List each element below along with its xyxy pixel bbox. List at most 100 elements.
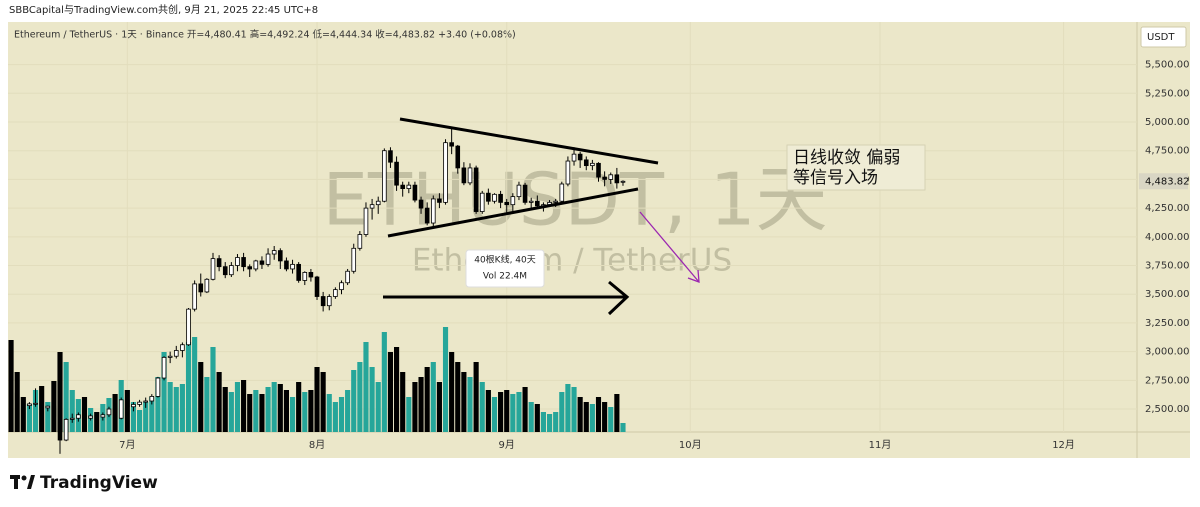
volume-bar: [136, 410, 143, 432]
candle-body: [271, 250, 277, 255]
candle-body: [590, 162, 595, 167]
volume-bar: [565, 384, 571, 432]
volume-bar: [192, 337, 198, 432]
credit: SBBCapital与TradingView.com共创, 9月 21, 202…: [9, 3, 318, 16]
volume-bar: [283, 390, 289, 432]
volume-bar: [308, 390, 314, 432]
volume-bar: [436, 382, 442, 432]
y-tick-label: 4,750.00: [1145, 146, 1190, 157]
candle-body: [57, 415, 63, 441]
watermark-name: Ethereum / TetherUS: [412, 243, 732, 279]
volume-bar: [149, 397, 155, 432]
candle-body: [88, 415, 93, 419]
volume-bar: [602, 402, 608, 432]
volume-bar: [461, 372, 467, 432]
volume-bar: [534, 404, 540, 432]
candle-body: [308, 272, 314, 278]
candle-body: [504, 201, 510, 206]
candle-body: [265, 253, 271, 265]
candle-body: [76, 414, 81, 419]
candle-body: [296, 263, 301, 281]
candle-body: [571, 153, 577, 162]
volume-bar: [45, 402, 51, 432]
volume-bar: [583, 402, 589, 432]
candle-body: [522, 184, 528, 203]
plot-area: [8, 22, 1190, 432]
volume-bar: [546, 414, 553, 432]
volume-bar: [394, 347, 400, 432]
y-tick-label: 2,500.00: [1145, 404, 1190, 415]
candle-body: [412, 184, 418, 201]
x-tick-label: 7月: [119, 439, 135, 451]
volume-bar: [234, 382, 241, 432]
candle-body: [333, 289, 338, 297]
candle-body: [27, 403, 32, 406]
arrow-head: [687, 269, 700, 283]
volume-bar: [320, 372, 326, 432]
volume-bar: [418, 377, 424, 432]
candle-body: [437, 198, 442, 203]
trendline: [399, 117, 659, 165]
volume-bar: [247, 394, 253, 432]
measure-volume: Vol 22.4M: [483, 272, 527, 282]
arrow-head: [607, 280, 630, 316]
logo: [10, 475, 35, 489]
volume-bar: [516, 392, 522, 432]
candle-body: [516, 184, 522, 198]
measure-bars: 40根K线, 40天: [474, 254, 536, 266]
volume-bar: [510, 394, 516, 432]
volume-bar: [326, 394, 332, 432]
volume-bar: [94, 412, 100, 432]
candle-body: [253, 260, 259, 270]
candle-body: [314, 276, 320, 297]
volume-bar: [467, 377, 473, 432]
candle-body: [21, 399, 26, 406]
volume-bar: [63, 362, 69, 432]
volume-bar: [608, 407, 614, 432]
y-tick-label: 3,500.00: [1145, 289, 1190, 300]
candle-body: [210, 258, 216, 280]
volume-bar: [332, 402, 338, 432]
volume-bar: [540, 412, 547, 432]
volume-bar: [253, 390, 259, 432]
volume-bar: [345, 390, 351, 432]
volume-bar: [130, 402, 137, 432]
volume-bar: [124, 390, 130, 432]
volume-bar: [351, 370, 357, 432]
candle-body: [33, 402, 38, 405]
candle-body: [137, 401, 142, 405]
annotation: 日线收敛 偏弱: [793, 148, 900, 168]
candle-body: [467, 167, 473, 184]
y-tick-label: 3,750.00: [1145, 261, 1190, 272]
candle-body: [51, 405, 57, 417]
volume-bar: [375, 382, 381, 432]
candle-body: [479, 192, 485, 212]
volume-bar: [620, 423, 626, 432]
candle-body: [583, 159, 589, 167]
volume-bar: [571, 387, 577, 432]
candle-body: [473, 167, 479, 212]
candle-body: [167, 355, 173, 358]
candle-body: [351, 247, 357, 272]
candle-body: [229, 265, 234, 276]
volume-bar: [69, 390, 75, 432]
candle-body: [302, 272, 308, 281]
annotation: 等信号入场: [793, 168, 878, 188]
volume-bar: [32, 390, 39, 432]
price-label-box: [1139, 173, 1188, 190]
candle-body: [39, 402, 44, 409]
candle-body: [424, 207, 430, 224]
candle-body: [382, 150, 387, 202]
volume-bar: [259, 394, 265, 432]
candle-body: [112, 408, 118, 419]
candle-body: [94, 415, 100, 418]
volume-bar: [553, 412, 559, 432]
volume-bar: [400, 372, 406, 432]
candle-body: [82, 414, 87, 419]
candle-body: [106, 408, 112, 416]
volume-bar: [198, 362, 204, 432]
volume-bar: [559, 392, 565, 432]
candle-body: [326, 296, 332, 307]
volume-bar: [412, 382, 418, 432]
